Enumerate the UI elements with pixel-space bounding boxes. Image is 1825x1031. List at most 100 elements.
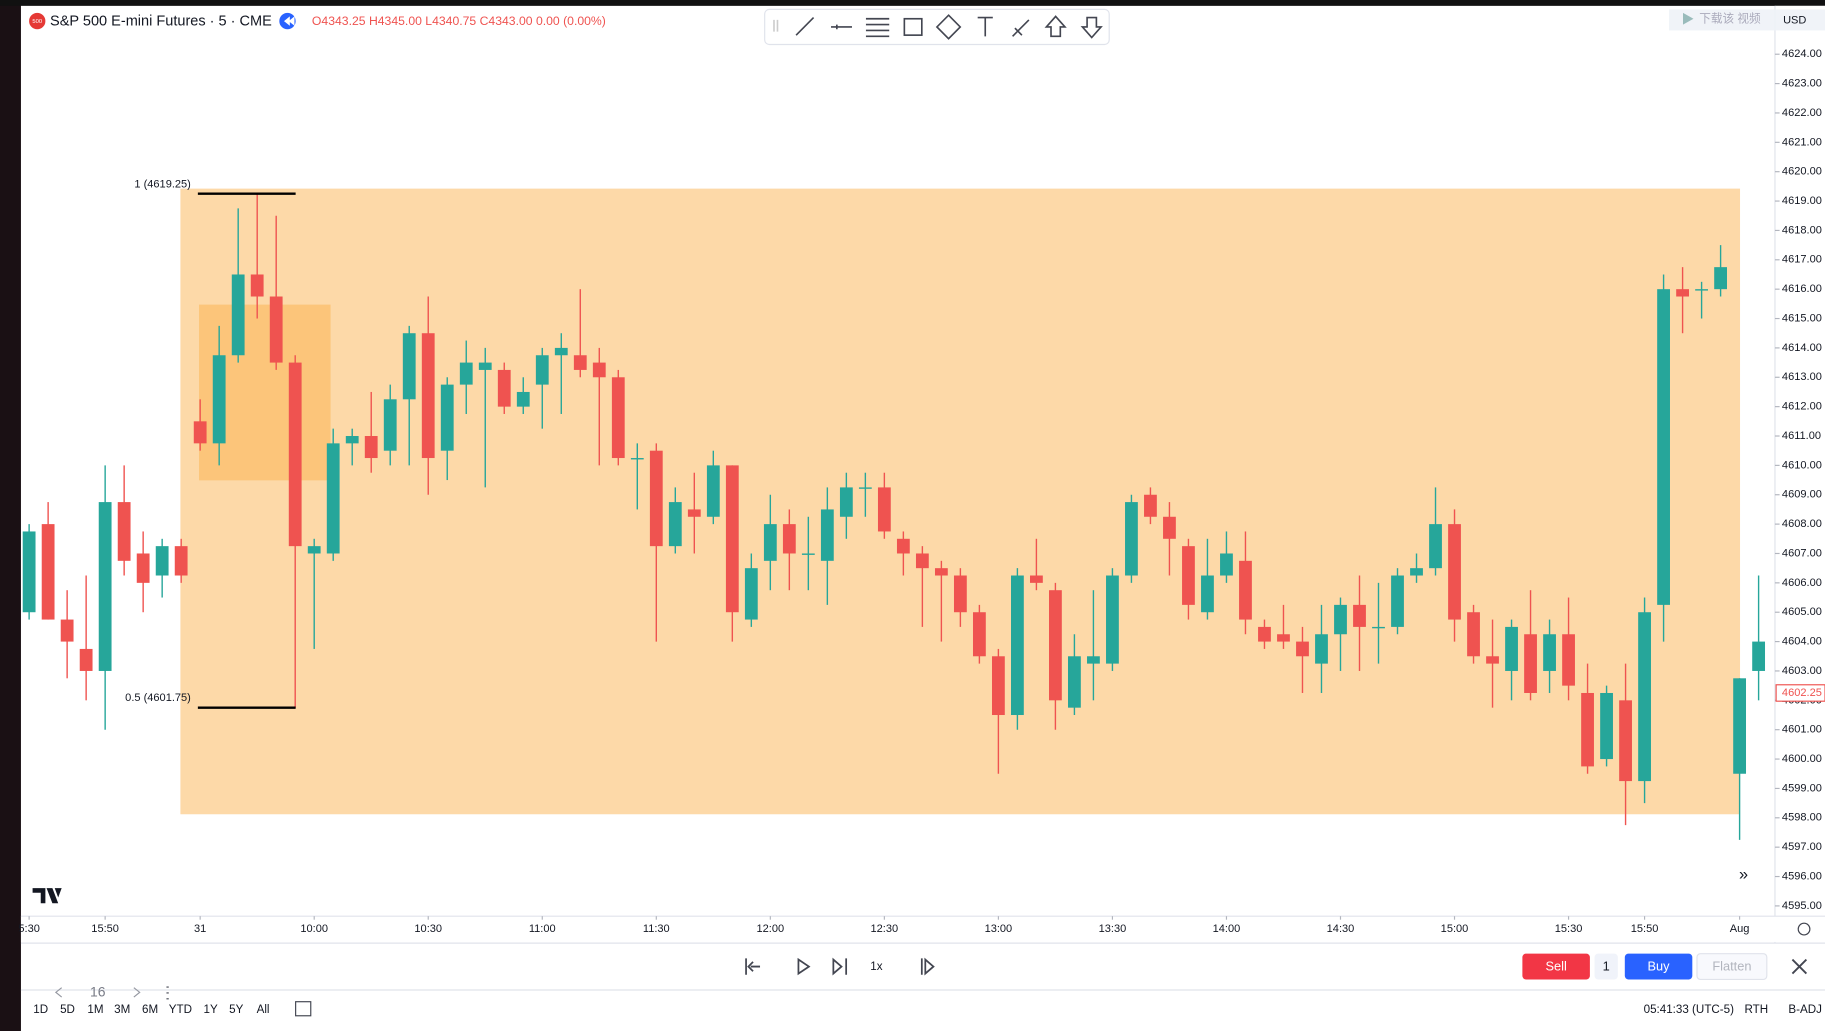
buy-button[interactable] [1624,953,1693,980]
horizontal-line-tool[interactable] [831,24,852,30]
symbol-title[interactable]: S&P 500 E-mini Futures · 5 · CME [50,14,272,30]
adjustment[interactable]: B-ADJ [1788,1003,1822,1016]
y-tick-label: 4606.00 [1782,577,1822,589]
candle-body [782,524,796,554]
candle-body [1410,568,1423,576]
x-tick-label: 13:30 [1099,923,1127,935]
axis-settings[interactable] [1797,922,1811,936]
drag-handle[interactable] [773,19,779,32]
candle-body [174,546,188,576]
candle-body [1600,692,1613,760]
period-button[interactable]: 1M [87,1003,103,1016]
fib-tool[interactable] [865,17,890,38]
period-button[interactable]: 5Y [229,1003,243,1016]
x-tick-label: Aug [1730,923,1750,935]
candle-body [1714,267,1727,290]
candle-body [1581,692,1594,767]
candle-body [1163,516,1176,539]
candle-body [668,502,682,547]
candle-body [1467,612,1480,657]
y-tick-label: 4607.00 [1782,547,1822,559]
arrow-up-tool[interactable] [1044,15,1067,38]
candle-body [630,458,644,460]
candle-body [516,391,530,407]
scroll-right[interactable]: » [1739,865,1748,883]
session[interactable]: RTH [1744,1003,1768,1016]
overlay-text: 下载该 视频 [1699,11,1761,25]
candle-body [687,509,701,517]
candle-body [915,553,929,569]
candle-body [934,568,948,576]
x-tick-label: 15:00 [1441,923,1469,935]
date-range-button[interactable] [295,1001,312,1017]
candle-body [649,450,663,547]
fib-label: 0.5 (4601.75) [125,692,191,704]
candle-body [22,531,36,613]
candle-body [877,487,891,532]
candle-body [136,553,150,583]
x-tick-label: 15:30 [1555,923,1583,935]
sell-label: Sell [1545,959,1566,974]
candle-body [1752,641,1766,671]
candle-body [820,509,834,561]
rectangle-tool[interactable] [903,17,923,36]
y-tick-label: 4621.00 [1782,136,1822,148]
x-tick-label: 12:00 [757,923,785,935]
interval-arrows[interactable] [54,987,141,998]
path-tool[interactable] [935,14,962,40]
x-tick-label: 5:30 [18,923,39,935]
candle-body [991,656,1005,716]
y-tick-label: 4612.00 [1782,401,1822,413]
candle-body [1239,560,1252,620]
trend-line-tool[interactable] [795,16,815,36]
period-button[interactable]: YTD [169,1003,192,1016]
text-tool[interactable] [977,16,993,37]
jump-realtime[interactable] [920,957,935,976]
brush-tool[interactable] [1012,19,1030,37]
y-tick-label: 4595.00 [1782,900,1822,912]
y-tick-label: 4599.00 [1782,782,1822,794]
candle-body [1353,604,1366,627]
interval-count[interactable]: 16 [90,984,106,1000]
period-button[interactable]: 1Y [204,1003,218,1016]
symbol-badge [29,12,46,30]
candle-body [1182,546,1195,605]
y-tick-label: 4624.00 [1782,48,1822,60]
flatten-button[interactable] [1696,953,1768,981]
play[interactable] [797,957,811,976]
candle-body [117,502,131,561]
period-buttons: 1D 5D 1M 3M 6M YTD 1Y 5Y All [33,1003,269,1016]
candle-body [41,524,55,620]
x-tick-label: 11:00 [529,923,556,935]
overlay-banner [1669,9,1825,31]
candle-body [1334,604,1347,635]
period-button[interactable]: 6M [142,1003,158,1016]
step-forward[interactable] [832,957,848,976]
candle-body [497,369,511,407]
period-button[interactable]: 5D [60,1003,75,1016]
period-button[interactable]: 3M [114,1003,130,1016]
jump-start[interactable] [745,958,761,975]
period-button[interactable]: All [257,1003,270,1016]
quantity-box[interactable] [1594,953,1618,980]
ohlc-values: O4343.25 H4345.00 L4340.75 C4343.00 0.00… [312,14,606,28]
left-edge [0,0,21,1031]
currency-label[interactable]: USD [1783,14,1806,26]
candle-body [1106,575,1119,664]
sell-button[interactable] [1522,953,1590,980]
candle-body [326,443,340,554]
replay-speed[interactable]: 1x [870,960,882,973]
candle-body [459,362,473,385]
y-tick-label: 4614.00 [1782,342,1822,354]
arrow-down-tool[interactable] [1080,16,1103,39]
x-tick-label: 13:00 [985,923,1013,935]
y-tick-label: 4600.00 [1782,753,1822,765]
candle-body [535,355,549,385]
candle-body [725,465,739,613]
period-button[interactable]: 1D [33,1003,48,1016]
candle-body [1125,502,1138,576]
candle-body [383,399,397,451]
x-tick-label: 11:30 [643,923,670,935]
candle-body [953,575,967,613]
close-replay[interactable] [1791,958,1808,975]
